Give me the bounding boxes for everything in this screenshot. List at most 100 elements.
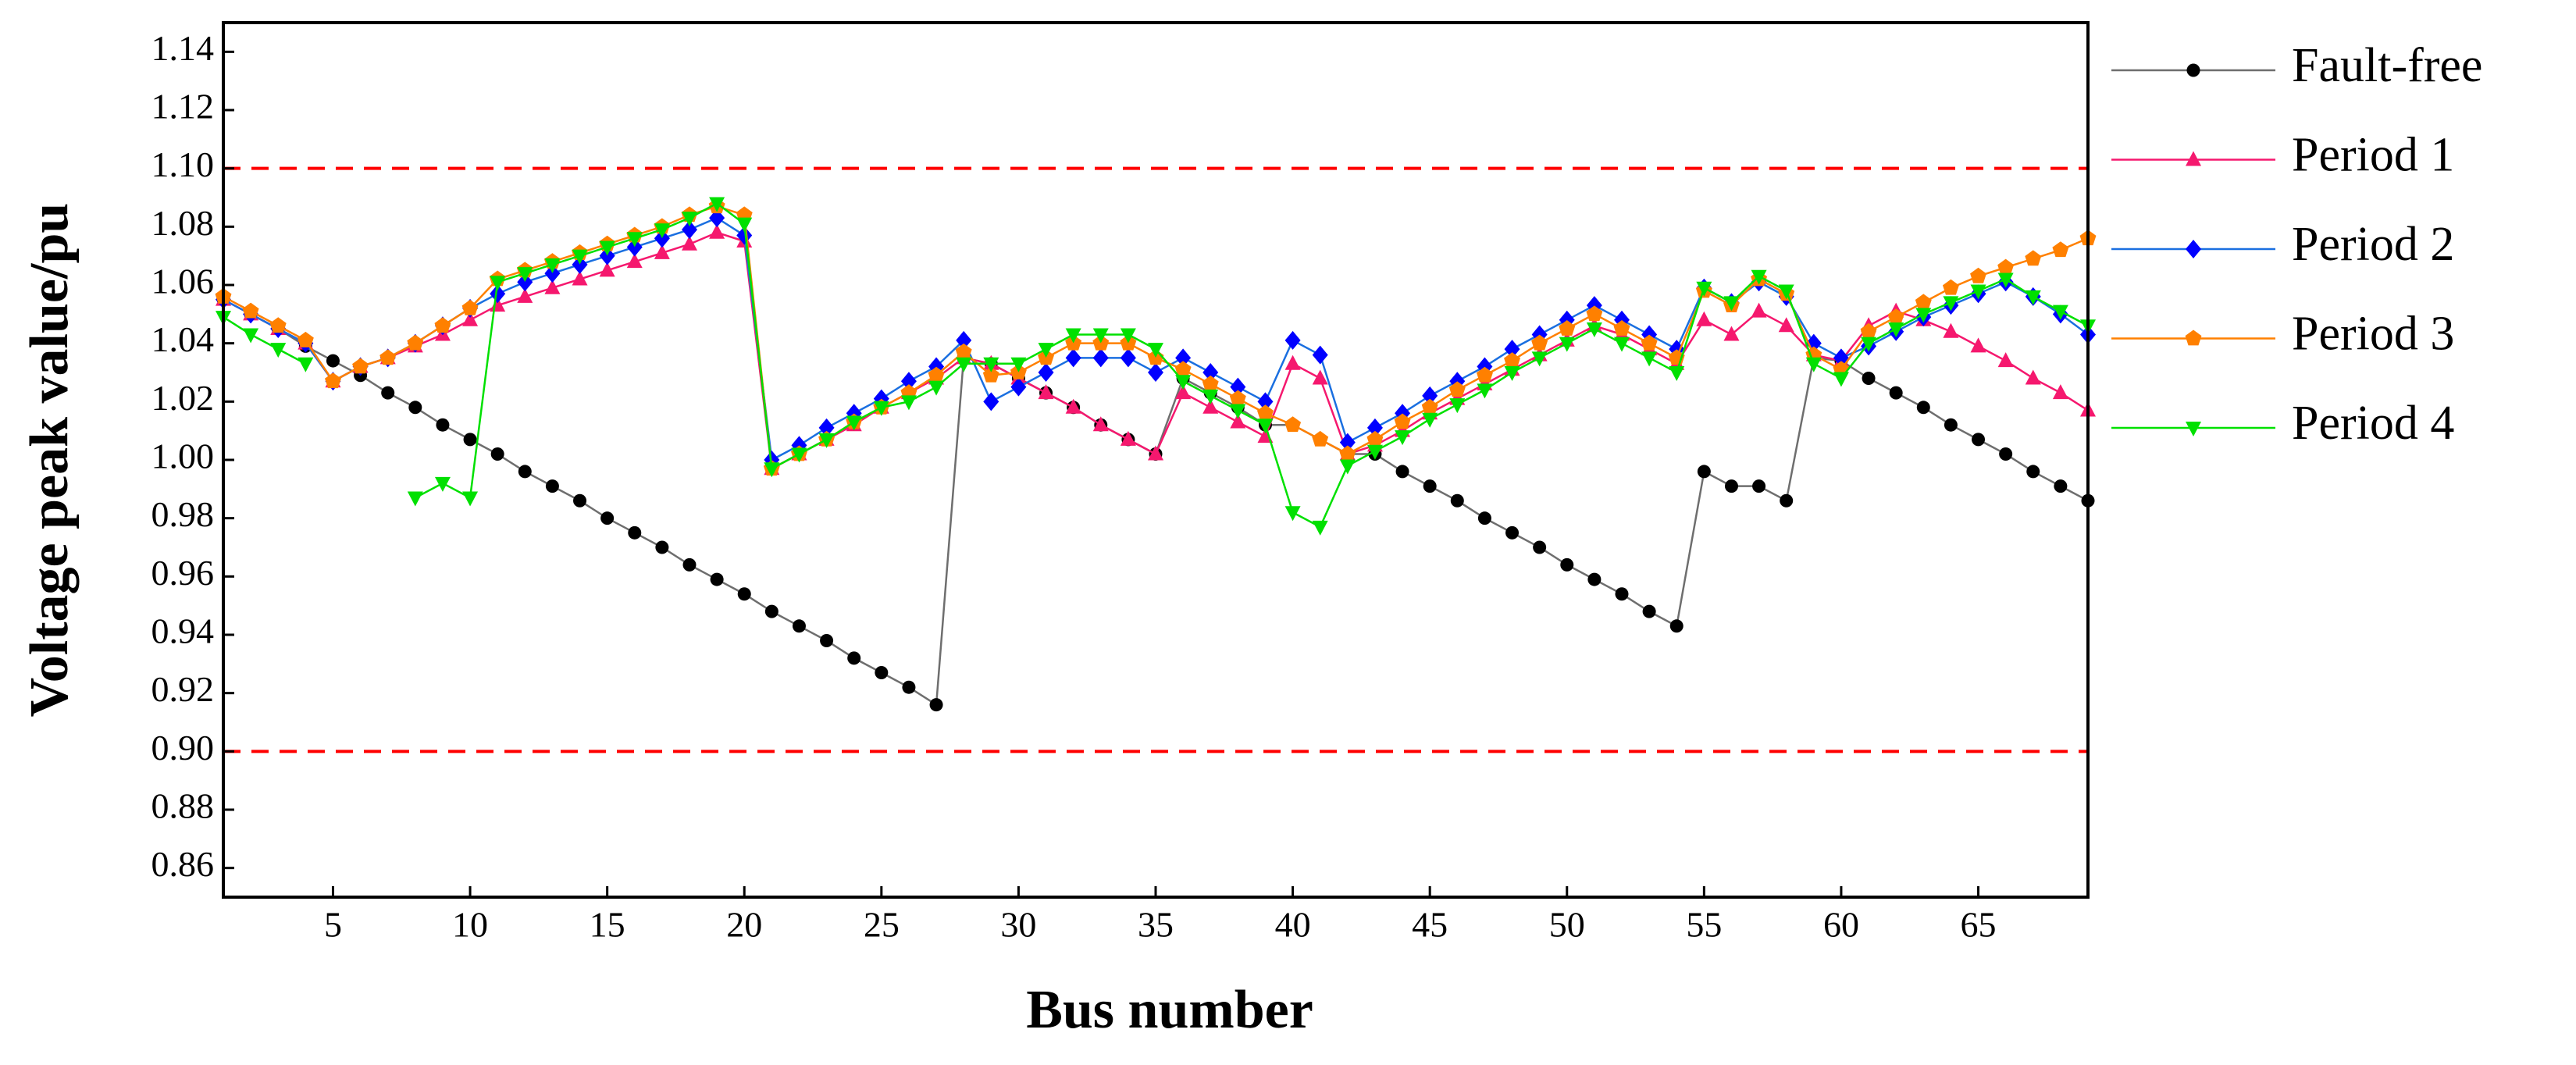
data-point bbox=[1202, 363, 1219, 382]
x-tick-label: 60 bbox=[1823, 905, 1859, 945]
data-point bbox=[1339, 445, 1356, 461]
data-point bbox=[2026, 465, 2040, 479]
data-point bbox=[1038, 384, 1054, 400]
data-point bbox=[1560, 557, 1574, 572]
data-point bbox=[269, 317, 287, 333]
data-point bbox=[544, 279, 561, 294]
data-point bbox=[298, 357, 314, 372]
plot-frame bbox=[222, 21, 2090, 899]
data-point bbox=[1257, 404, 1274, 421]
data-point bbox=[1257, 419, 1274, 434]
data-point bbox=[1477, 511, 1491, 525]
data-point bbox=[1092, 328, 1109, 344]
x-axis-title: Bus number bbox=[1026, 980, 1313, 1040]
data-point bbox=[1284, 506, 1301, 522]
data-point bbox=[956, 330, 972, 350]
data-point bbox=[818, 433, 835, 448]
data-point bbox=[1999, 447, 2013, 461]
data-point bbox=[1312, 520, 1328, 536]
data-point bbox=[1944, 418, 1958, 432]
legend-marker bbox=[2185, 329, 2202, 346]
legend-marker bbox=[2186, 63, 2200, 77]
data-point bbox=[709, 223, 725, 239]
data-point bbox=[407, 491, 423, 507]
data-point bbox=[1230, 377, 1246, 397]
data-point bbox=[381, 386, 395, 400]
data-point bbox=[1229, 390, 1246, 406]
y-tick-label: 1.12 bbox=[151, 87, 215, 126]
x-tick-label: 30 bbox=[1000, 905, 1036, 945]
y-tick-label: 1.08 bbox=[151, 203, 215, 243]
data-point bbox=[1916, 401, 1930, 415]
data-point bbox=[682, 235, 697, 251]
data-point bbox=[1202, 389, 1219, 404]
x-tick-label: 40 bbox=[1275, 905, 1311, 945]
data-point bbox=[461, 299, 479, 315]
data-point bbox=[326, 354, 340, 368]
data-point bbox=[1120, 328, 1136, 344]
data-point bbox=[462, 491, 479, 507]
data-point bbox=[1697, 465, 1711, 479]
data-point bbox=[1997, 352, 2014, 368]
data-point bbox=[1092, 416, 1109, 432]
data-point bbox=[1724, 479, 1738, 493]
data-point bbox=[764, 604, 779, 618]
data-point bbox=[737, 587, 751, 601]
data-point bbox=[518, 465, 532, 479]
data-point bbox=[628, 525, 642, 540]
legend-marker bbox=[2186, 151, 2201, 166]
data-point bbox=[270, 343, 287, 358]
data-point bbox=[1669, 619, 1683, 633]
data-point bbox=[599, 246, 615, 265]
x-tick-label: 35 bbox=[1138, 905, 1174, 945]
y-tick-label: 0.90 bbox=[151, 728, 215, 768]
data-point bbox=[1476, 366, 1493, 383]
data-point bbox=[1997, 272, 2014, 288]
data-point bbox=[1477, 383, 1493, 399]
data-point bbox=[1752, 479, 1766, 493]
data-point bbox=[1174, 361, 1192, 377]
data-point bbox=[1833, 372, 1849, 387]
data-point bbox=[1148, 445, 1163, 461]
data-point bbox=[1339, 459, 1356, 475]
data-point bbox=[1284, 416, 1302, 433]
data-point bbox=[1915, 294, 1932, 310]
data-point bbox=[2025, 250, 2042, 266]
data-point bbox=[1887, 308, 1904, 324]
data-point bbox=[572, 249, 588, 265]
data-point bbox=[900, 395, 917, 411]
data-point bbox=[875, 666, 889, 680]
data-point bbox=[407, 334, 424, 351]
data-point bbox=[1862, 371, 1876, 385]
data-point bbox=[1533, 540, 1547, 554]
data-point bbox=[792, 619, 806, 633]
data-point bbox=[463, 433, 477, 447]
data-point bbox=[709, 208, 725, 228]
series-line bbox=[223, 216, 2089, 461]
data-point bbox=[1504, 366, 1520, 381]
x-tick-label: 10 bbox=[452, 905, 488, 945]
data-point bbox=[1175, 375, 1192, 390]
legend-marker bbox=[2186, 422, 2201, 436]
data-point bbox=[1065, 328, 1081, 344]
data-point bbox=[1120, 348, 1136, 368]
data-point bbox=[983, 357, 999, 372]
y-tick-label: 1.00 bbox=[151, 436, 215, 476]
data-point bbox=[1780, 493, 1794, 508]
data-point bbox=[573, 493, 587, 508]
data-point bbox=[408, 401, 422, 415]
data-point bbox=[1587, 572, 1602, 586]
data-point bbox=[1450, 493, 1464, 508]
data-point bbox=[1586, 305, 1603, 322]
data-point bbox=[600, 511, 615, 525]
data-point bbox=[1366, 418, 1383, 437]
data-point bbox=[1751, 302, 1767, 318]
data-point bbox=[1038, 363, 1054, 382]
data-point bbox=[626, 237, 643, 257]
data-point bbox=[490, 276, 506, 291]
x-tick-label: 20 bbox=[726, 905, 762, 945]
data-point bbox=[1723, 326, 1740, 341]
data-point bbox=[1642, 604, 1656, 618]
data-point bbox=[1312, 345, 1328, 365]
